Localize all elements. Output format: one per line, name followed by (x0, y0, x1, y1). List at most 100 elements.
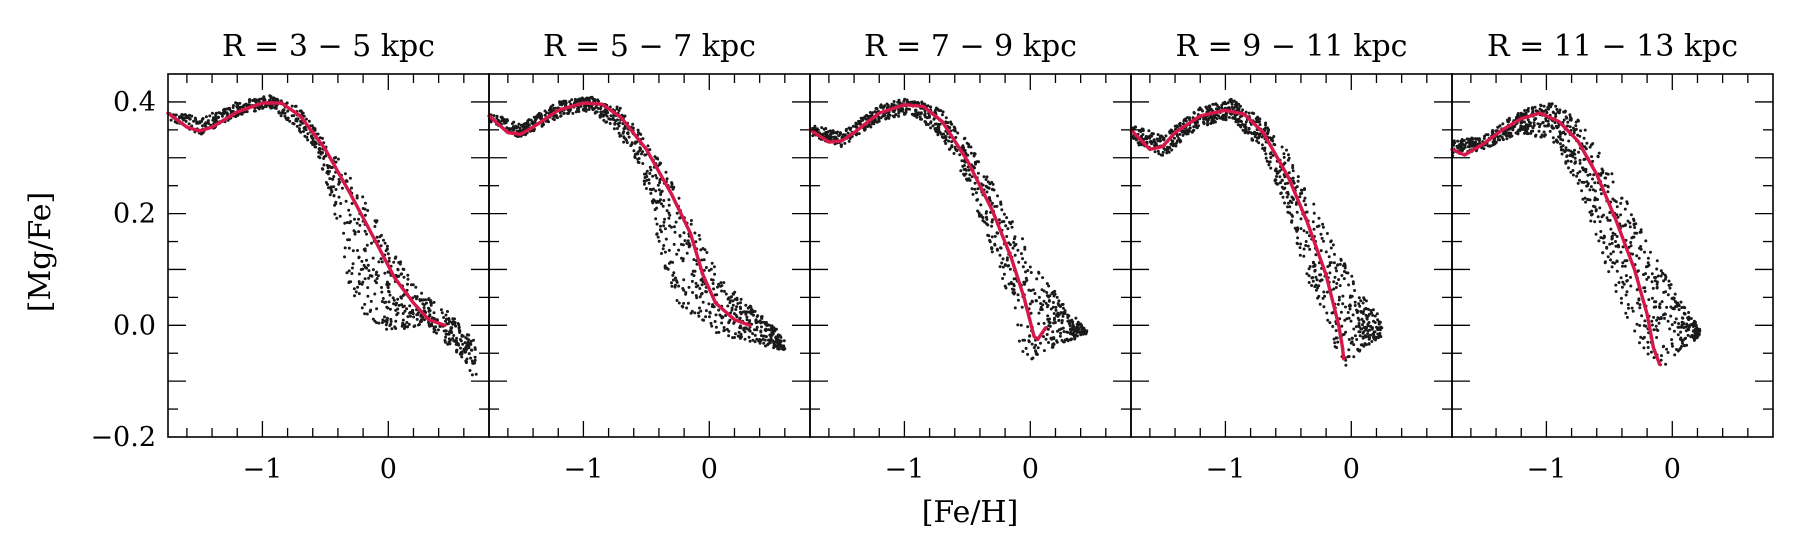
scatter-point (949, 120, 953, 124)
scatter-point (357, 256, 361, 260)
scatter-point (1256, 115, 1260, 119)
scatter-point (1004, 263, 1007, 267)
scatter-point (1077, 329, 1080, 333)
scatter-point (1532, 121, 1536, 125)
scatter-point (1227, 116, 1231, 119)
scatter-point (1561, 148, 1565, 152)
scatter-point (690, 309, 694, 313)
scatter-point (1629, 213, 1633, 217)
scatter-point (657, 163, 661, 167)
scatter-point (1363, 334, 1367, 338)
scatter-point (1001, 265, 1005, 269)
scatter-point (422, 318, 426, 322)
scatter-point (1574, 124, 1578, 128)
scatter-point (532, 129, 536, 133)
scatter-point (568, 109, 572, 113)
scatter-point (298, 129, 302, 133)
scatter-point (1357, 324, 1361, 328)
scatter-point (746, 310, 750, 314)
scatter-point (1328, 261, 1332, 265)
scatter-point (1291, 169, 1295, 173)
scatter-point (1291, 166, 1295, 170)
scatter-point (274, 106, 278, 110)
scatter-point (1376, 332, 1380, 336)
scatter-point (1627, 306, 1630, 310)
scatter-point (1645, 277, 1649, 281)
scatter-point (1665, 305, 1669, 309)
scatter-point (657, 239, 661, 243)
scatter-point (1367, 342, 1371, 346)
scatter-point (1620, 301, 1623, 305)
scatter-point (354, 290, 358, 294)
scatter-point (455, 336, 459, 340)
scatter-point (1580, 189, 1584, 193)
scatter-point (1266, 132, 1270, 136)
scatter-point (1684, 329, 1688, 333)
scatter-point (380, 321, 384, 325)
scatter-point (1573, 161, 1577, 165)
scatter-point (1526, 127, 1530, 131)
scatter-point (1056, 329, 1059, 333)
scatter-point (467, 338, 471, 342)
scatter-point (1558, 142, 1562, 146)
scatter-point (347, 246, 351, 250)
scatter-point (641, 150, 645, 154)
scatter-point (1620, 196, 1624, 200)
scatter-point (1052, 294, 1056, 298)
scatter-point (918, 115, 922, 119)
scatter-point (1285, 148, 1288, 152)
scatter-point (709, 321, 713, 325)
scatter-point (448, 338, 452, 342)
scatter-point (358, 282, 362, 286)
scatter-point (1052, 312, 1056, 315)
scatter-point (1501, 122, 1505, 126)
scatter-point (1609, 258, 1612, 262)
scatter-point (1488, 144, 1492, 148)
scatter-point (385, 321, 389, 324)
scatter-point (1298, 192, 1302, 196)
scatter-point (470, 359, 474, 363)
scatter-point (1366, 324, 1370, 328)
scatter-point (336, 157, 340, 161)
scatter-point (720, 289, 724, 293)
scatter-point (1346, 355, 1350, 359)
scatter-point (667, 211, 671, 215)
scatter-point (1628, 221, 1632, 225)
scatter-point (1632, 222, 1636, 226)
scatter-point (1614, 283, 1618, 287)
scatter-point (892, 100, 896, 103)
scatter-point (256, 106, 260, 109)
scatter-point (1589, 219, 1593, 223)
scatter-point (764, 335, 768, 339)
scatter-point (1028, 265, 1032, 269)
scatter-point (1615, 213, 1619, 217)
x-tick-label: 0 (1343, 454, 1360, 485)
scatter-point (1655, 259, 1659, 263)
scatter-point (1274, 167, 1278, 171)
scatter-point (733, 336, 736, 339)
x-tick-label: −1 (564, 454, 604, 485)
scatter-point (1005, 258, 1009, 262)
scatter-point (739, 312, 743, 316)
scatter-point (411, 308, 415, 312)
scatter-point (293, 104, 297, 108)
scatter-point (1609, 252, 1613, 256)
scatter-point (366, 263, 370, 267)
scatter-point (735, 298, 739, 302)
scatter-point (1342, 277, 1346, 281)
scatter-point (871, 111, 874, 115)
scatter-point (648, 148, 652, 152)
scatter-point (353, 232, 357, 236)
scatter-point (1661, 345, 1665, 349)
scatter-point (400, 296, 403, 300)
scatter-point (1646, 340, 1650, 344)
scatter-point (1581, 197, 1585, 201)
scatter-point (1325, 232, 1329, 235)
scatter-point (1592, 173, 1596, 177)
scatter-point (663, 264, 667, 268)
scatter-point (1317, 216, 1321, 220)
scatter-point (670, 284, 674, 288)
scatter-point (673, 230, 677, 234)
scatter-point (1221, 117, 1225, 121)
scatter-point (958, 153, 962, 157)
